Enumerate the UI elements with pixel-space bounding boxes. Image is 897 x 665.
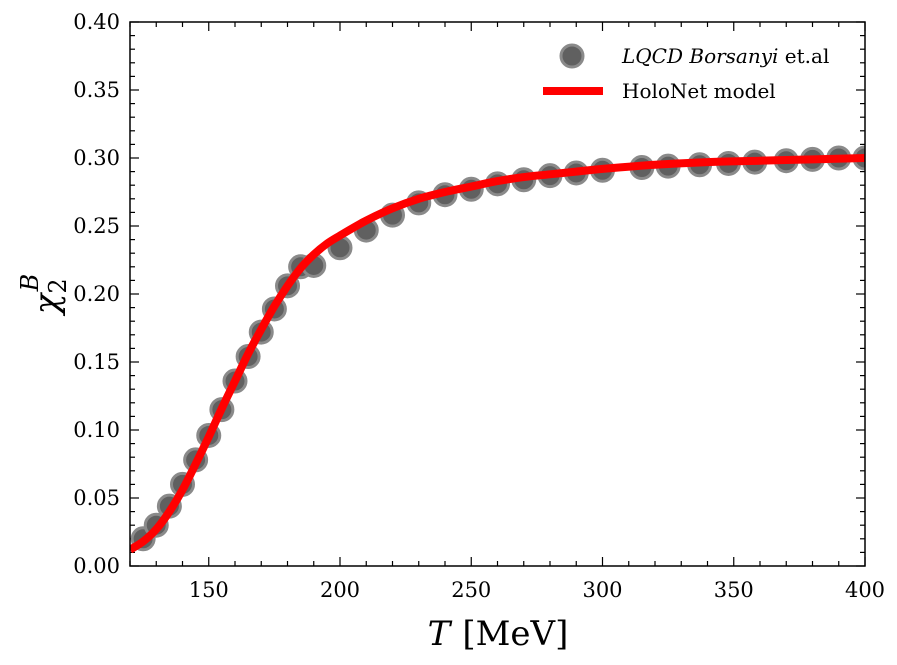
legend: LQCD Borsanyi et.al HoloNet model (543, 43, 829, 103)
tick-labels: 150 200 250 300 350 400 0.00 0.05 0.10 0.15 0.20 0.… (73, 10, 885, 602)
holonet-model-line (130, 154, 865, 554)
y-tick-label: 0.30 (73, 146, 120, 170)
legend-label-lqcd: LQCD Borsanyi et.al (621, 44, 829, 68)
x-tick-label: 300 (582, 578, 622, 602)
y-tick-label: 0.00 (73, 554, 120, 578)
y-tick-label: 0.40 (73, 10, 120, 34)
tick-marks (129, 21, 866, 567)
x-tick-label: 350 (714, 578, 754, 602)
x-tick-label: 400 (845, 578, 885, 602)
plot-area (130, 145, 865, 554)
svg-text:χ2B: χ2B (16, 274, 72, 317)
y-tick-label: 0.20 (73, 282, 120, 306)
y-tick-label: 0.15 (73, 350, 120, 374)
plot-frame (129, 21, 866, 567)
legend-marker-lqcd (559, 43, 585, 69)
y-tick-label: 0.10 (73, 418, 120, 442)
y-tick-label: 0.05 (73, 486, 120, 510)
x-tick-label: 250 (451, 578, 491, 602)
x-tick-label: 200 (320, 578, 360, 602)
plot-series (130, 145, 865, 554)
y-tick-label: 0.25 (73, 214, 120, 238)
x-tick-label: 150 (189, 578, 229, 602)
x-axis-title: T [MeV] (428, 614, 569, 654)
y-tick-label: 0.35 (73, 78, 120, 102)
y-axis-title: χ2B (16, 274, 72, 317)
legend-label-holonet: HoloNet model (622, 79, 776, 103)
